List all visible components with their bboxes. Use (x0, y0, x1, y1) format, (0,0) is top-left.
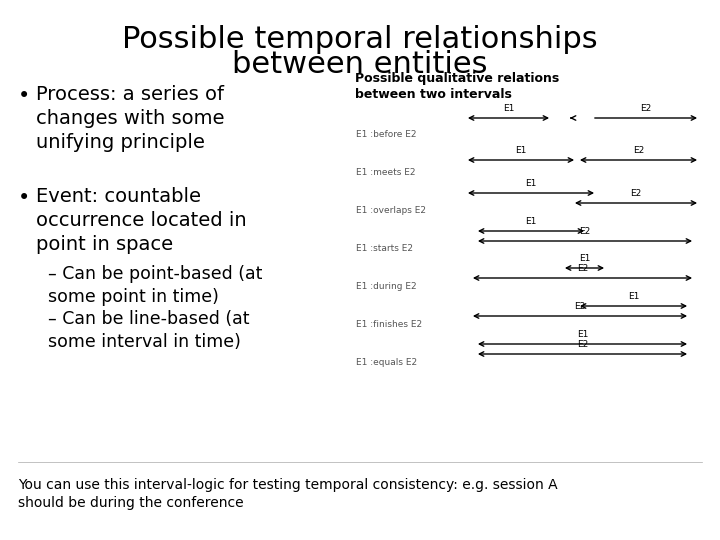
Text: E1: E1 (526, 179, 536, 188)
Text: E1: E1 (628, 292, 639, 301)
Text: Possible temporal relationships: Possible temporal relationships (122, 25, 598, 54)
Text: •: • (18, 188, 30, 208)
Text: E2: E2 (577, 340, 588, 349)
Text: Event: countable
occurrence located in
point in space: Event: countable occurrence located in p… (36, 187, 247, 254)
Text: E2: E2 (633, 146, 644, 155)
Text: – Can be line-based (at
some interval in time): – Can be line-based (at some interval in… (48, 310, 250, 351)
Text: E1 :during E2: E1 :during E2 (356, 282, 417, 291)
Text: E1 :finishes E2: E1 :finishes E2 (356, 320, 422, 329)
Text: E2: E2 (575, 302, 585, 311)
Text: You can use this interval-logic for testing temporal consistency: e.g. session A: You can use this interval-logic for test… (18, 478, 557, 510)
Text: E1 :before E2: E1 :before E2 (356, 130, 416, 139)
Text: E1: E1 (503, 104, 514, 113)
Text: E1 :starts E2: E1 :starts E2 (356, 244, 413, 253)
Text: E1 :overlaps E2: E1 :overlaps E2 (356, 206, 426, 215)
Text: E2: E2 (580, 227, 590, 236)
Text: E1: E1 (526, 217, 536, 226)
Text: Process: a series of
changes with some
unifying principle: Process: a series of changes with some u… (36, 85, 225, 152)
Text: Possible qualitative relations
between two intervals: Possible qualitative relations between t… (355, 72, 559, 101)
Text: E1: E1 (579, 254, 590, 263)
Text: E1: E1 (516, 146, 527, 155)
Text: •: • (18, 86, 30, 106)
Text: E1: E1 (577, 330, 588, 339)
Text: E2: E2 (631, 189, 642, 198)
Text: E1 :equals E2: E1 :equals E2 (356, 358, 417, 367)
Text: E2: E2 (640, 104, 652, 113)
Text: – Can be point-based (at
some point in time): – Can be point-based (at some point in t… (48, 265, 262, 306)
Text: E2: E2 (577, 264, 588, 273)
Text: E1 :meets E2: E1 :meets E2 (356, 168, 415, 177)
Text: between entities: between entities (233, 50, 487, 79)
